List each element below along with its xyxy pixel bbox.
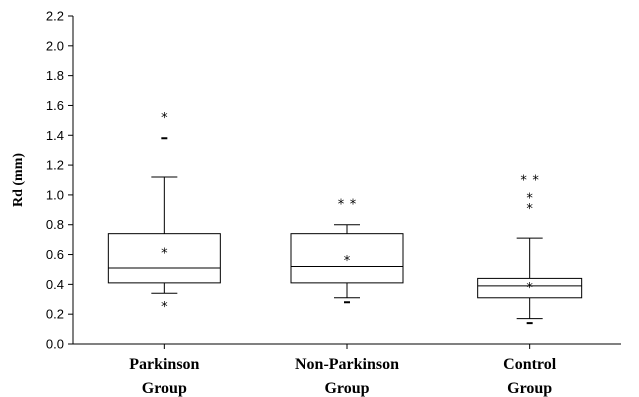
- outlier-star: *: [520, 174, 527, 189]
- y-tick-label: 0.8: [46, 217, 64, 232]
- box-group: * * *: [107, 111, 221, 315]
- y-tick-label: 2.0: [46, 38, 64, 53]
- outlier-star: *: [338, 197, 345, 212]
- y-axis-title: Rd (mm): [11, 153, 26, 207]
- outlier-star: *: [161, 111, 168, 126]
- y-tick-label: 1.6: [46, 98, 64, 113]
- outlier-star: *: [526, 191, 533, 206]
- x-category-label: Parkinson: [129, 356, 199, 373]
- x-axis: Parkinson Group Non-Parkinson Group Control G…: [73, 343, 621, 397]
- y-tick-label: 1.0: [46, 187, 64, 202]
- box: [477, 277, 583, 299]
- y-tick-label: 1.4: [46, 128, 64, 143]
- y-axis: 0.0 0.2 0.4 0.6 0.8 1.0 1.2 1.4 1.6 1.8 2.0 2.2: [46, 9, 74, 352]
- box: [290, 233, 404, 284]
- x-category-label: Control: [503, 356, 557, 373]
- outlier-star: *: [532, 174, 539, 189]
- y-tick-label: 0.6: [46, 247, 64, 262]
- mean-marker: *: [344, 254, 351, 269]
- mean-marker: *: [161, 247, 168, 262]
- y-tick-label: 0.4: [46, 277, 64, 292]
- x-category-label: Group: [142, 380, 187, 397]
- box-group: * * *: [290, 197, 404, 304]
- x-category-label: Group: [507, 380, 552, 397]
- mean-marker: *: [526, 281, 533, 296]
- y-tick-label: 1.8: [46, 68, 64, 83]
- box-series: ***** ***** *: [107, 111, 583, 325]
- box-group: **** *: [477, 174, 583, 325]
- y-tick-label: 0.2: [46, 307, 64, 322]
- outlier-star: *: [161, 300, 168, 315]
- y-tick-label: 2.2: [46, 9, 64, 24]
- box: [107, 233, 221, 284]
- outlier-star: *: [526, 202, 533, 217]
- x-category-label: Non-Parkinson: [295, 356, 399, 373]
- y-tick-label: 0.0: [46, 337, 64, 352]
- y-tick-label: 1.2: [46, 158, 64, 173]
- outlier-star: *: [350, 197, 357, 212]
- x-category-label: Group: [324, 380, 369, 397]
